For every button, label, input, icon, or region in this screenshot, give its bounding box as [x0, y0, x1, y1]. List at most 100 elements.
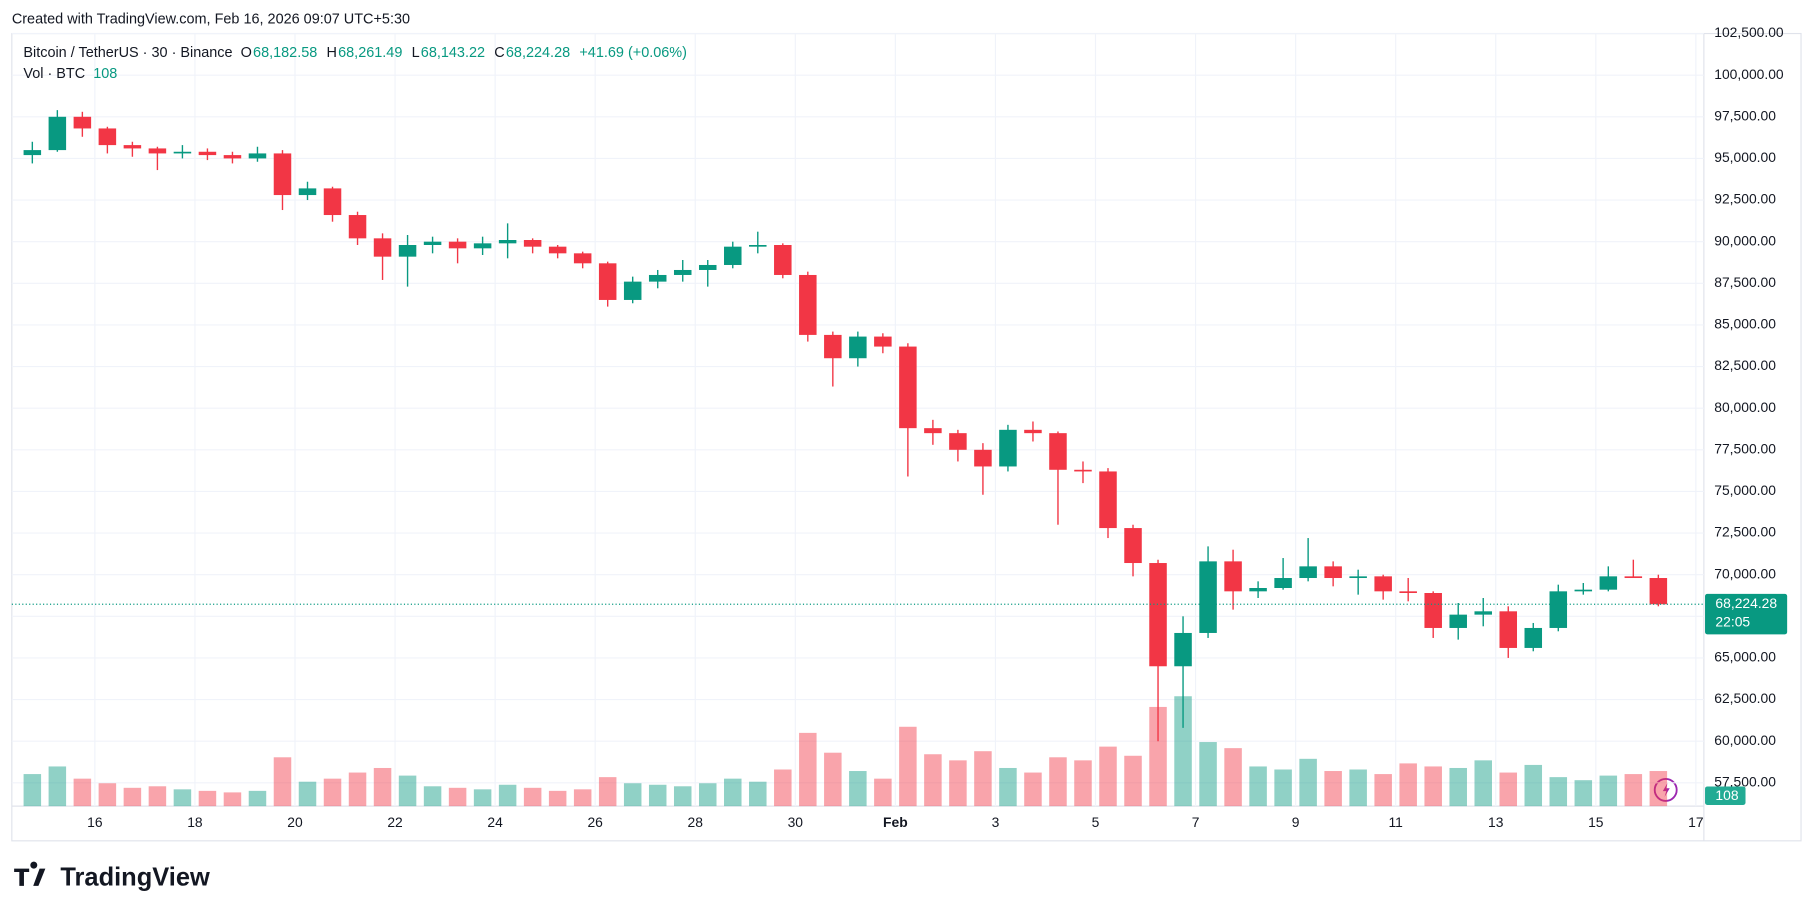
- volume-bar: [1149, 706, 1167, 807]
- candle-body: [273, 153, 292, 196]
- x-tick-label: 28: [688, 814, 704, 830]
- candle-body: [48, 116, 67, 151]
- candle-body: [1074, 469, 1092, 472]
- volume-bar: [1049, 757, 1067, 807]
- y-tick-label: 85,000.00: [1714, 316, 1776, 332]
- y-tick-label: 100,000.00: [1714, 66, 1784, 82]
- volume-bar: [874, 778, 892, 807]
- volume-bar: [73, 778, 92, 807]
- candle-body: [1024, 429, 1042, 434]
- x-tick-label: 22: [387, 814, 403, 830]
- volume-bar: [298, 781, 317, 807]
- candle-body: [1424, 592, 1442, 628]
- candle-body: [1599, 576, 1618, 590]
- volume-bar: [724, 778, 742, 807]
- y-tick-label: 65,000.00: [1714, 649, 1776, 665]
- y-tick-label: 70,000.00: [1714, 565, 1776, 581]
- candle-body: [248, 153, 267, 159]
- last-price-label: 68,224.28: [1715, 595, 1777, 611]
- volume-bar: [698, 783, 717, 807]
- y-tick-label: 57,500.00: [1714, 773, 1776, 789]
- alert-icon[interactable]: [1653, 778, 1678, 802]
- y-tick-label: 60,000.00: [1714, 732, 1776, 748]
- candle-body: [899, 346, 917, 429]
- volume-bar: [799, 732, 817, 807]
- candle-body: [98, 128, 117, 146]
- volume-bar: [1249, 766, 1267, 807]
- volume-bar: [999, 767, 1017, 807]
- y-tick-label: 82,500.00: [1714, 357, 1776, 373]
- x-tick-label: 11: [1388, 814, 1403, 830]
- volume-bar: [98, 783, 117, 807]
- candle-body: [198, 151, 217, 156]
- candle-body: [999, 429, 1017, 467]
- candle-body: [1199, 561, 1217, 633]
- logo-mark: [14, 861, 46, 886]
- change: +41.69 (+0.06%): [579, 45, 687, 61]
- volume-bar: [148, 786, 167, 807]
- volume-bars: [23, 696, 1668, 807]
- volume-legend-label: Vol · BTC: [23, 66, 85, 82]
- candle-body: [348, 215, 367, 239]
- candle-body: [1549, 591, 1568, 628]
- logo: TradingView: [14, 861, 210, 892]
- volume-bar: [1424, 766, 1442, 807]
- x-tick-label: 20: [287, 814, 303, 830]
- candle-body: [548, 246, 567, 254]
- volume-bar: [1224, 748, 1242, 807]
- volume-bar: [974, 751, 992, 807]
- candle-body: [173, 151, 192, 154]
- candle-body: [1099, 471, 1117, 529]
- volume-bar: [1624, 774, 1643, 807]
- y-tick-label: 75,000.00: [1714, 482, 1776, 498]
- created-note: Created with TradingView.com, Feb 16, 20…: [12, 11, 410, 27]
- candle-body: [1624, 576, 1643, 579]
- volume-bar: [623, 783, 642, 807]
- candle-body: [724, 246, 742, 265]
- y-tick-label: 87,500.00: [1714, 274, 1776, 290]
- high-label: H: [327, 45, 337, 61]
- volume-bar: [48, 766, 67, 807]
- volume-bar: [1299, 758, 1317, 807]
- brand: TradingView: [60, 864, 210, 892]
- candle-body: [673, 269, 692, 275]
- volume-bar: [373, 767, 392, 807]
- y-tick-label: 97,500.00: [1714, 107, 1776, 123]
- close-value: 68,224.28: [506, 45, 570, 61]
- volume-bar: [749, 781, 767, 807]
- candle-body: [73, 116, 92, 129]
- candle-body: [523, 240, 542, 247]
- x-tick-label: 16: [87, 814, 103, 830]
- y-tick-label: 72,500.00: [1714, 524, 1776, 540]
- x-tick-label: 13: [1488, 814, 1504, 830]
- low-label: L: [412, 45, 420, 61]
- volume-bar: [23, 774, 42, 807]
- x-tick-label: 18: [187, 814, 203, 830]
- volume-bar: [849, 771, 867, 807]
- candle-body: [23, 150, 42, 156]
- volume-bar: [548, 790, 567, 807]
- x-tick-label: 26: [587, 814, 603, 830]
- candle-body: [874, 336, 892, 347]
- y-tick-label: 62,500.00: [1714, 690, 1776, 706]
- volume-bar: [1349, 769, 1367, 807]
- x-tick-label: 17: [1688, 814, 1704, 830]
- candle-body: [123, 145, 142, 149]
- y-tick-label: 102,500.00: [1714, 24, 1784, 40]
- candle-body: [598, 263, 617, 300]
- candle-body: [648, 274, 667, 282]
- y-tick-label: 80,000.00: [1714, 399, 1776, 415]
- volume-bar: [348, 772, 367, 807]
- x-tick-label: 24: [487, 814, 503, 830]
- volume-bar: [1124, 755, 1142, 807]
- symbol: Bitcoin / TetherUS · 30 · Binance: [23, 45, 232, 61]
- candle-body: [1374, 576, 1392, 592]
- candle-body: [1249, 588, 1267, 592]
- alert-bolt[interactable]: [1662, 782, 1670, 797]
- volume-bar: [423, 786, 442, 807]
- x-tick-label: Feb: [883, 814, 908, 830]
- y-tick-label: 95,000.00: [1714, 149, 1776, 165]
- volume-bar: [1499, 772, 1518, 807]
